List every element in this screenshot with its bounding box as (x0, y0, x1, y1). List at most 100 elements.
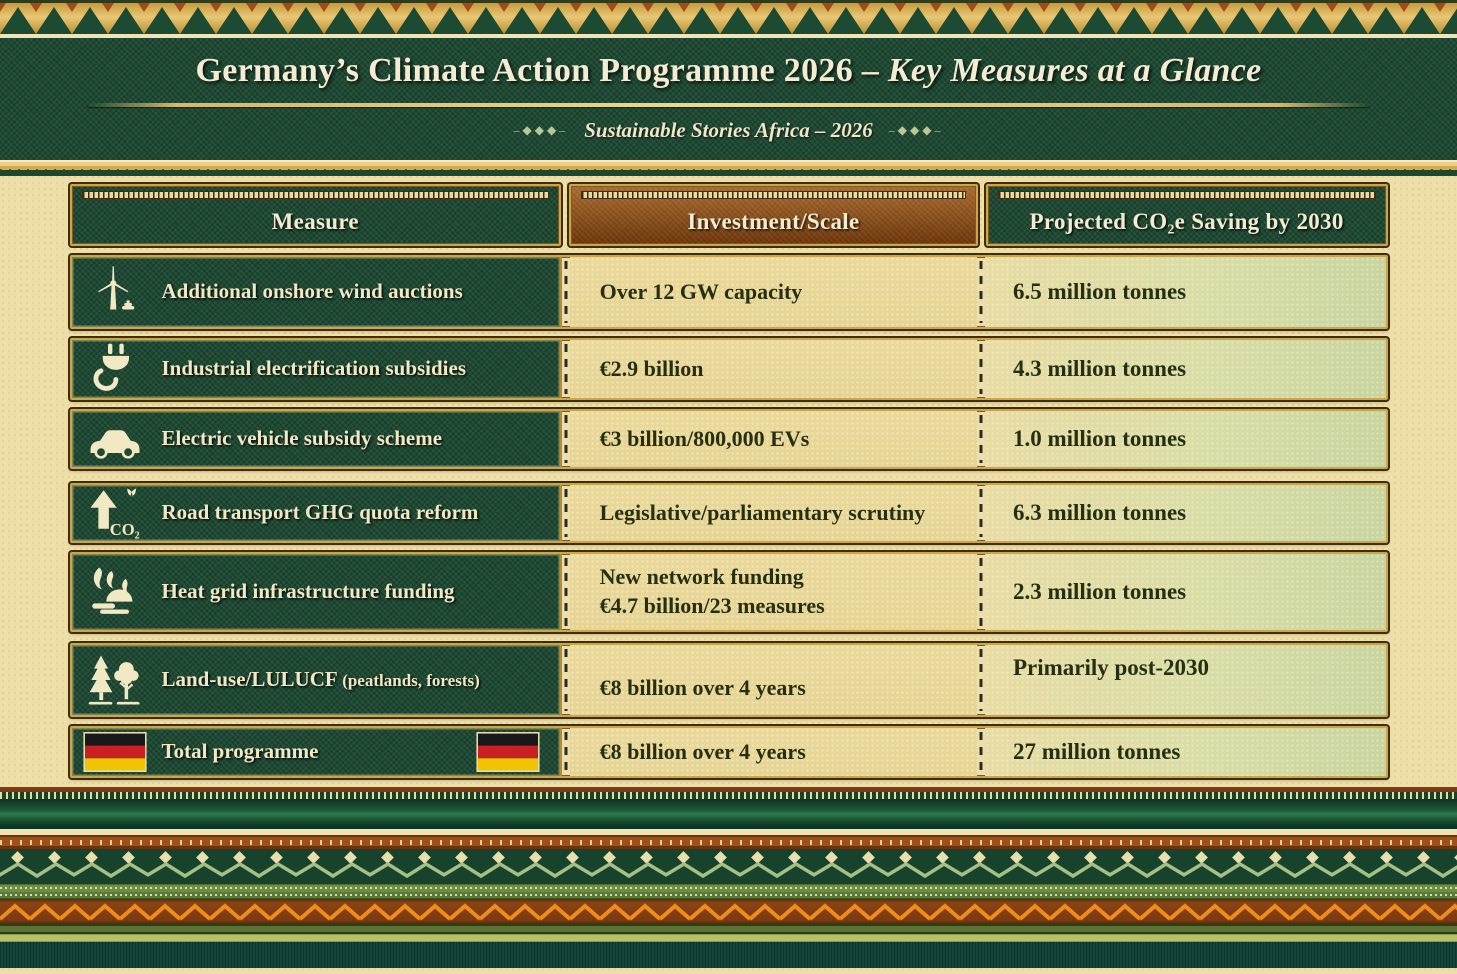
investment-value: €8 billion over 4 years (599, 675, 806, 701)
column-divider (562, 340, 570, 398)
diamond-zigzag-band (0, 849, 1457, 884)
measure-label: Total programme (161, 739, 319, 764)
header-label: Investment/Scale (687, 208, 860, 234)
dotted-strip (997, 191, 1376, 199)
saving-cell: Primarily post-2030 (985, 645, 1386, 715)
measure-cell: Industrial electrification subsidies (71, 340, 562, 398)
title-band: Germany’s Climate Action Programme 2026 … (0, 38, 1457, 160)
table-row: Land-use/LULUCF (peatlands, forests) €8 … (69, 643, 1388, 717)
rust-line-band (0, 787, 1457, 792)
investment-cell: €2.9 billion (570, 340, 977, 398)
saving-cell: 6.3 million tonnes (985, 485, 1386, 541)
measure-label: Additional onshore wind auctions (161, 279, 463, 304)
german-flag-icon (72, 732, 158, 772)
light-green-dotted-band (0, 884, 1457, 899)
measure-cell: Road transport GHG quota reform (71, 485, 562, 541)
table-row: Total programme €8 billion over 4 years … (69, 726, 1388, 778)
investment-value: €3 billion/800,000 EVs (599, 425, 810, 451)
green-gradient-band (0, 799, 1457, 829)
saving-cell: 1.0 million tonnes (985, 411, 1386, 467)
measure-label: Electric vehicle subsidy scheme (161, 426, 443, 451)
title-emphasis: Key Measures at a Glance (887, 52, 1262, 89)
investment-cell: New network funding €4.7 billion/23 meas… (570, 554, 977, 630)
column-divider (977, 645, 985, 715)
subtitle-row: –◆◆◆– Sustainable Stories Africa – 2026 … (0, 118, 1457, 143)
saving-cell: 6.5 million tonnes (985, 257, 1386, 327)
column-divider (977, 411, 985, 467)
investment-cell: €8 billion over 4 years (570, 645, 977, 715)
measure-cell: Additional onshore wind auctions (71, 257, 562, 327)
page-title: Germany’s Climate Action Programme 2026 … (0, 52, 1457, 90)
table-body: Additional onshore wind auctions Over 12… (69, 255, 1388, 778)
dotted-strip (81, 191, 550, 199)
dotted-strip (581, 191, 966, 199)
investment-cell: Legislative/parliamentary scrutiny (570, 485, 977, 541)
measure-cell: Heat grid infrastructure funding (71, 554, 562, 630)
column-divider (977, 554, 985, 630)
subtitle-text: Sustainable Stories Africa – 2026 (584, 118, 873, 142)
measure-label: Road transport GHG quota reform (161, 500, 479, 525)
column-divider (977, 728, 985, 776)
column-divider (562, 554, 570, 630)
investment-cell: €8 billion over 4 years (570, 728, 977, 776)
table-row: Electric vehicle subsidy scheme €3 billi… (69, 409, 1388, 469)
triangle-band-pattern (0, 3, 1457, 34)
table-row: Road transport GHG quota reform Legislat… (69, 483, 1388, 543)
ornament-right: –◆◆◆– (888, 123, 944, 137)
yellow-green-stripe (0, 934, 1457, 942)
gold-strip (0, 160, 1457, 176)
investment-value: €2.9 billion (599, 355, 704, 381)
column-divider (977, 340, 985, 398)
investment-value: Legislative/parliamentary scrutiny (599, 499, 926, 525)
cream-band (0, 829, 1457, 835)
column-divider (977, 485, 985, 541)
saving-value: Primarily post-2030 (1012, 655, 1210, 680)
column-divider (562, 728, 570, 776)
column-divider (562, 411, 570, 467)
measure-cell: Total programme (71, 728, 562, 776)
ornament-left: –◆◆◆– (513, 123, 569, 137)
saving-value: 27 million tonnes (1012, 739, 1181, 764)
heat-flame-icon (72, 564, 158, 620)
teal-texture-band (0, 942, 1457, 968)
measure-label: Heat grid infrastructure funding (161, 579, 455, 604)
saving-cell: 27 million tonnes (985, 728, 1386, 776)
content-area: Measure Investment/Scale Projected CO₂e … (0, 176, 1457, 787)
german-flag-icon (476, 732, 540, 772)
header-label: Projected CO₂e Saving by 2030 (1029, 208, 1344, 234)
measure-cell: Electric vehicle subsidy scheme (71, 411, 562, 467)
column-divider (562, 485, 570, 541)
rust-dash-band (0, 835, 1457, 849)
saving-value: 6.3 million tonnes (1012, 500, 1187, 525)
saving-value: 6.5 million tonnes (1012, 279, 1187, 304)
measure-cell: Land-use/LULUCF (peatlands, forests) (71, 645, 562, 715)
header-cell-saving: Projected CO₂e Saving by 2030 (985, 184, 1388, 246)
saving-cell: 2.3 million tonnes (985, 554, 1386, 630)
investment-value: New network funding (599, 564, 804, 590)
wind-turbine-icon (72, 264, 158, 320)
measure-label: Land-use/LULUCF (peatlands, forests) (161, 667, 480, 692)
header-cell-measure: Measure (69, 184, 562, 246)
investment-value: €8 billion over 4 years (599, 738, 806, 764)
olive-band (0, 924, 1457, 934)
saving-value: 1.0 million tonnes (1012, 426, 1187, 451)
trees-icon (72, 652, 158, 708)
investment-value: Over 12 GW capacity (599, 278, 803, 304)
dotted-band (0, 792, 1457, 799)
car-icon (72, 411, 158, 467)
header-cell-investment: Investment/Scale (569, 184, 978, 246)
co2-arrow-icon (72, 485, 158, 541)
investment-cell: Over 12 GW capacity (570, 257, 977, 327)
electric-plug-icon (72, 341, 158, 397)
table-row: Industrial electrification subsidies €2.… (69, 338, 1388, 400)
measures-table: Measure Investment/Scale Projected CO₂e … (69, 184, 1388, 778)
header-label: Measure (271, 208, 359, 234)
saving-value: 2.3 million tonnes (1012, 579, 1187, 604)
top-border-pattern (0, 0, 1457, 38)
title-main: Germany’s Climate Action Programme 2026 … (195, 52, 880, 89)
title-divider (87, 103, 1370, 107)
table-header-row: Measure Investment/Scale Projected CO₂e … (69, 184, 1388, 246)
saving-value: 4.3 million tonnes (1012, 356, 1187, 381)
orange-zigzag-band (0, 899, 1457, 924)
